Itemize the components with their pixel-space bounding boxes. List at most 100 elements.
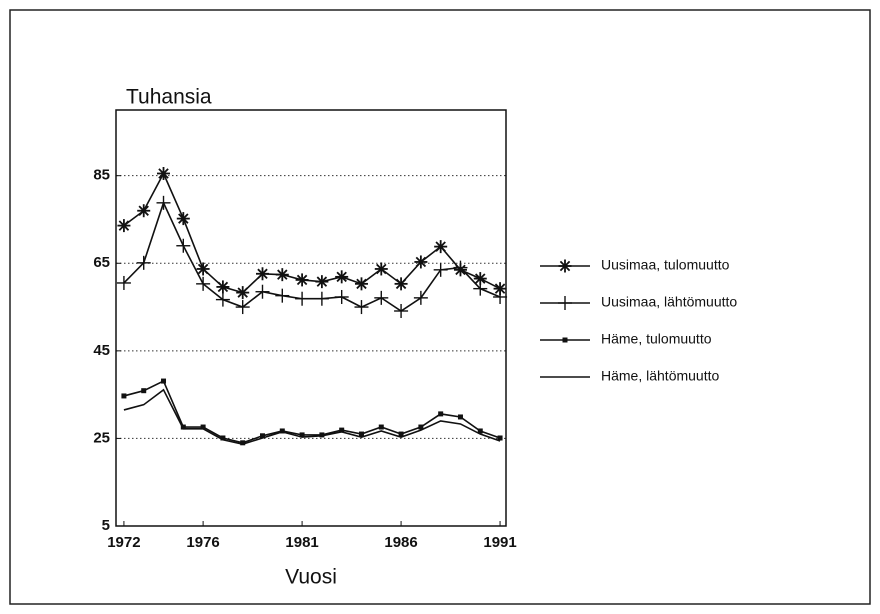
marker-dot xyxy=(141,388,147,394)
marker xyxy=(255,284,270,299)
marker xyxy=(374,290,389,305)
marker-dot xyxy=(161,378,167,384)
outer-frame xyxy=(9,9,871,605)
marker-stroke xyxy=(435,241,446,252)
marker-stroke xyxy=(296,274,308,286)
marker xyxy=(418,424,424,430)
marker-dot xyxy=(398,431,404,437)
marker xyxy=(176,212,190,226)
marker-dot xyxy=(562,337,568,343)
marker xyxy=(295,291,310,306)
marker xyxy=(156,195,171,210)
marker xyxy=(562,337,568,343)
series-line xyxy=(123,200,501,312)
y-tick-label: 5 xyxy=(102,517,110,534)
marker-dot xyxy=(240,440,246,446)
marker xyxy=(457,414,463,420)
marker-stroke xyxy=(415,256,427,268)
marker-dot xyxy=(200,424,206,430)
marker xyxy=(136,255,151,270)
marker-stroke xyxy=(336,271,347,283)
marker-stroke xyxy=(559,260,571,272)
marker xyxy=(236,286,250,300)
marker xyxy=(200,424,206,430)
marker-stroke xyxy=(475,273,486,284)
marker xyxy=(497,435,503,441)
marker xyxy=(196,262,210,276)
series-line xyxy=(123,171,501,294)
marker xyxy=(354,300,369,315)
marker-stroke xyxy=(494,283,506,294)
marker-dot xyxy=(358,431,364,437)
marker xyxy=(477,428,483,434)
marker xyxy=(275,288,290,303)
x-tick-label: 1986 xyxy=(384,534,417,551)
x-tick-label: 1991 xyxy=(483,534,516,551)
marker xyxy=(473,281,488,296)
y-tick-label: 85 xyxy=(93,167,110,184)
marker-dot xyxy=(220,435,226,441)
marker-dot xyxy=(418,424,424,430)
marker xyxy=(374,262,388,276)
marker xyxy=(319,432,325,438)
marker xyxy=(279,428,285,434)
marker-stroke xyxy=(395,278,407,290)
marker xyxy=(398,431,404,437)
marker-dot xyxy=(438,411,444,417)
marker xyxy=(414,255,428,269)
marker-dot xyxy=(299,432,305,438)
x-axis-label: Vuosi xyxy=(285,566,337,589)
marker xyxy=(117,219,131,233)
legend-label: Uusimaa, lähtömuutto xyxy=(601,294,737,310)
legend-label: Uusimaa, tulomuutto xyxy=(601,257,730,273)
legend-label: Häme, lähtömuutto xyxy=(601,368,719,384)
marker xyxy=(299,432,305,438)
marker xyxy=(394,303,409,318)
marker xyxy=(433,262,448,277)
x-tick-label: 1981 xyxy=(285,534,318,551)
series-line xyxy=(123,379,501,444)
marker xyxy=(354,277,368,291)
marker xyxy=(358,431,364,437)
marker xyxy=(315,275,329,289)
marker-stroke xyxy=(316,276,328,287)
marker-dot xyxy=(259,433,265,439)
marker xyxy=(473,272,487,286)
y-tick-label: 65 xyxy=(93,254,110,271)
marker-stroke xyxy=(356,278,367,290)
marker xyxy=(161,378,167,384)
marker xyxy=(335,270,349,284)
marker xyxy=(314,291,329,306)
y-tick-label: 25 xyxy=(93,429,110,446)
legend-label: Häme, tulomuutto xyxy=(601,331,712,347)
marker xyxy=(438,411,444,417)
marker-dot xyxy=(457,414,463,420)
marker xyxy=(176,238,191,253)
marker xyxy=(196,276,211,291)
marker-dot xyxy=(339,427,345,433)
marker-stroke xyxy=(158,168,169,179)
marker xyxy=(116,275,131,290)
marker xyxy=(394,277,408,291)
x-tick-label: 1972 xyxy=(107,534,140,551)
marker xyxy=(295,273,309,287)
marker-stroke xyxy=(197,263,209,275)
marker-dot xyxy=(477,428,483,434)
marker-stroke xyxy=(217,281,229,293)
marker-dot xyxy=(121,393,127,399)
marker-stroke xyxy=(138,205,149,216)
marker xyxy=(157,166,171,180)
series-line xyxy=(123,388,501,445)
marker xyxy=(558,296,572,310)
marker xyxy=(141,388,147,394)
marker xyxy=(121,393,127,399)
marker xyxy=(259,433,265,439)
marker xyxy=(339,427,345,433)
marker xyxy=(275,268,289,282)
marker xyxy=(413,290,428,305)
marker-dot xyxy=(378,424,384,430)
marker xyxy=(453,260,468,275)
marker-dot xyxy=(319,432,325,438)
marker-stroke xyxy=(178,213,189,224)
